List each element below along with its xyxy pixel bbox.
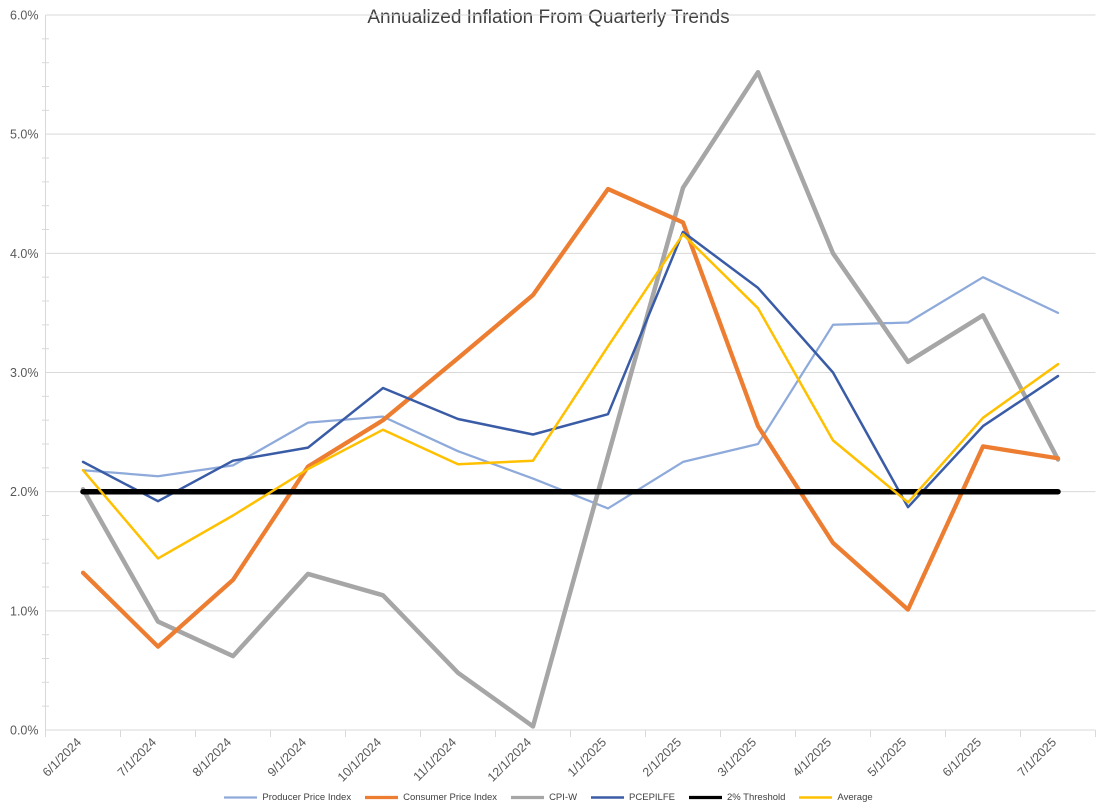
series-line-cpi-w <box>80 69 1061 729</box>
legend-swatch <box>688 795 722 800</box>
legend-label: PCEPILFE <box>629 792 675 803</box>
legend-item-producer-price-index: Producer Price Index <box>224 792 351 803</box>
y-axis-label: 4.0% <box>10 247 39 261</box>
legend-item-cpi-w: CPI-W <box>511 792 577 803</box>
series-line-pcepilfe <box>81 230 1060 509</box>
series-line-consumer-price-index <box>80 186 1061 649</box>
x-axis-label: 7/1/2024 <box>115 735 159 779</box>
legend-item-average: Average <box>799 792 873 803</box>
x-axis-label: 6/1/2025 <box>940 735 984 779</box>
x-axis-label: 10/1/2024 <box>335 735 384 784</box>
legend-label: Consumer Price Index <box>403 792 498 803</box>
legend-item-2-threshold: 2% Threshold <box>688 792 786 803</box>
x-axis-label: 1/1/2025 <box>565 735 609 779</box>
x-axis-label: 3/1/2025 <box>715 735 759 779</box>
x-axis-label: 6/1/2024 <box>40 735 84 779</box>
legend-swatch <box>511 795 545 800</box>
y-axis-label: 2.0% <box>10 485 39 499</box>
y-axis-label: 1.0% <box>10 604 39 618</box>
legend-swatch <box>365 795 399 800</box>
legend-label: Producer Price Index <box>262 792 352 803</box>
x-axis-label: 8/1/2024 <box>190 735 234 779</box>
legend-swatch <box>224 796 258 799</box>
x-axis-label: 11/1/2024 <box>411 735 460 784</box>
legend-label: CPI-W <box>549 792 578 803</box>
y-axis-label: 5.0% <box>10 128 39 142</box>
series-line-producer-price-index <box>81 276 1060 510</box>
legend-item-pcepilfe: PCEPILFE <box>591 792 675 803</box>
legend-swatch <box>591 796 625 799</box>
legend-item-consumer-price-index: Consumer Price Index <box>365 792 497 803</box>
series-line-average <box>81 233 1060 560</box>
legend-label: Average <box>837 792 873 803</box>
x-axis-label: 7/1/2025 <box>1015 735 1059 779</box>
chart-title: Annualized Inflation From Quarterly Tren… <box>367 7 730 28</box>
x-axis-label: 4/1/2025 <box>790 735 834 779</box>
x-axis-label: 2/1/2025 <box>640 735 684 779</box>
y-axis-label: 0.0% <box>10 724 39 738</box>
legend-swatch <box>799 796 833 799</box>
chart-legend: Producer Price Index Consumer Price Index… <box>0 792 1097 803</box>
x-axis-label: 5/1/2025 <box>865 735 909 779</box>
legend-label: 2% Threshold <box>726 792 786 803</box>
x-axis-label: 12/1/2024 <box>485 735 534 784</box>
y-axis-label: 3.0% <box>10 366 39 380</box>
x-axis-label: 9/1/2024 <box>265 735 309 779</box>
y-axis-label: 6.0% <box>10 9 39 23</box>
